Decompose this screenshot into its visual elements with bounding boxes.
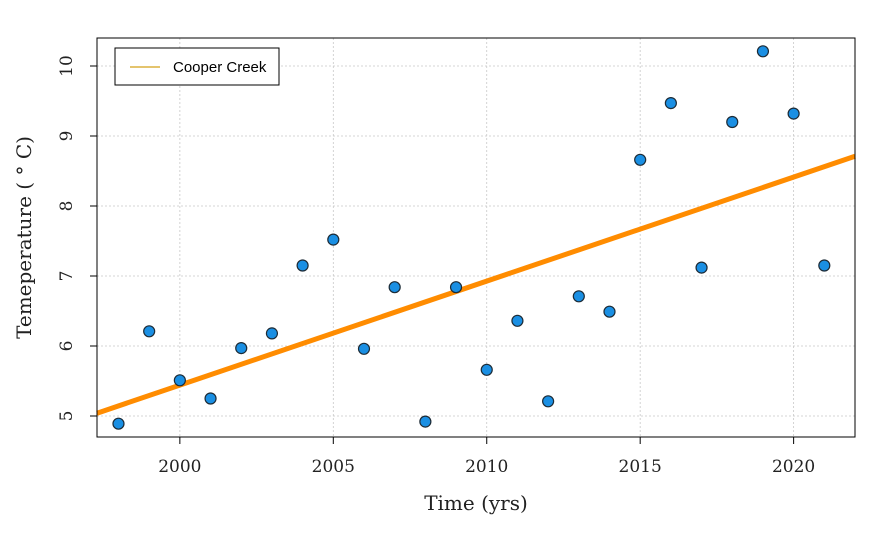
data-point — [664, 96, 677, 110]
data-point — [542, 395, 555, 408]
x-tick-label: 2010 — [465, 457, 508, 477]
data-point — [388, 281, 401, 294]
x-tick-label: 2015 — [619, 457, 662, 477]
x-axis: 2000 2005 2010 2015 2020 — [158, 437, 815, 477]
data-point — [357, 342, 371, 355]
trend-line — [96, 153, 856, 416]
x-tick-label: 2000 — [158, 457, 201, 477]
data-point — [756, 45, 770, 58]
data-point — [327, 233, 340, 246]
data-point — [112, 417, 125, 430]
data-point — [787, 107, 800, 120]
data-point — [818, 259, 831, 272]
data-point — [572, 290, 585, 303]
y-axis-label: Temeperature ( ° C) — [12, 136, 36, 339]
legend-label: Cooper Creek — [173, 59, 267, 76]
data-point — [480, 363, 493, 376]
data-point — [603, 305, 616, 318]
legend: Cooper Creek — [114, 47, 280, 86]
data-point — [511, 314, 524, 327]
data-point — [296, 259, 309, 272]
data-point — [634, 153, 647, 166]
data-point — [265, 327, 279, 340]
y-axis: 5 6 7 8 9 10 — [57, 55, 97, 421]
y-tick-label: 5 — [57, 411, 77, 422]
y-tick-label: 7 — [57, 271, 77, 282]
y-tick-label: 9 — [57, 131, 77, 142]
data-point — [419, 415, 432, 428]
data-point — [695, 261, 708, 274]
y-tick-label: 8 — [57, 201, 77, 212]
plot-frame — [96, 37, 856, 438]
trend-line-layer — [96, 153, 856, 416]
x-tick-label: 2005 — [312, 457, 355, 477]
data-point — [726, 115, 739, 129]
data-point — [449, 281, 463, 294]
data-point — [235, 342, 248, 355]
x-axis-label: Time (yrs) — [424, 491, 528, 515]
data-point — [173, 374, 186, 387]
data-point — [143, 325, 156, 338]
y-tick-label: 6 — [57, 341, 77, 352]
data-points — [112, 45, 831, 430]
data-point — [204, 392, 217, 405]
y-tick-label: 10 — [57, 55, 77, 77]
x-tick-label: 2020 — [772, 457, 815, 477]
